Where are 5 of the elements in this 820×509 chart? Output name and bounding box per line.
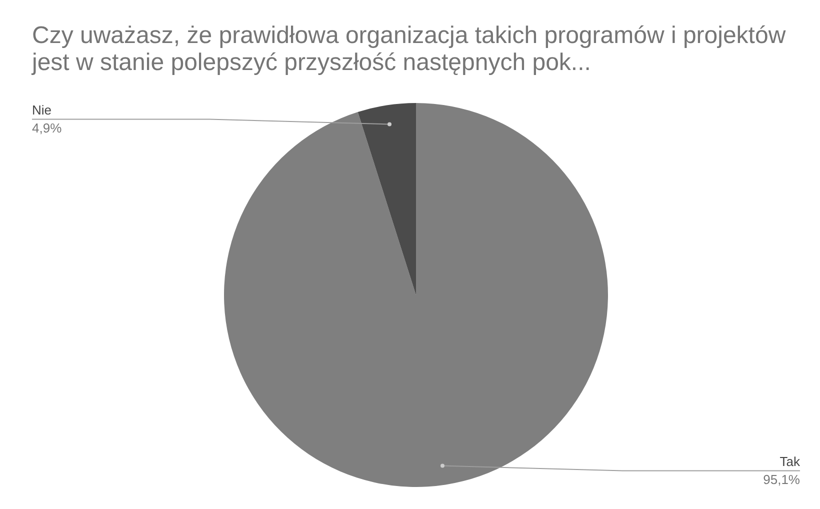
chart-title: Czy uważasz, że prawidłowa organizacja takich programów i projektów jest w stanie polepszyć przyszłość następnych pok...	[32, 22, 787, 76]
slice-label: Nie	[32, 102, 52, 118]
data-label: 95,1%	[763, 472, 800, 487]
data-label: 4,9%	[32, 120, 62, 136]
slice-label: Tak	[780, 454, 800, 469]
